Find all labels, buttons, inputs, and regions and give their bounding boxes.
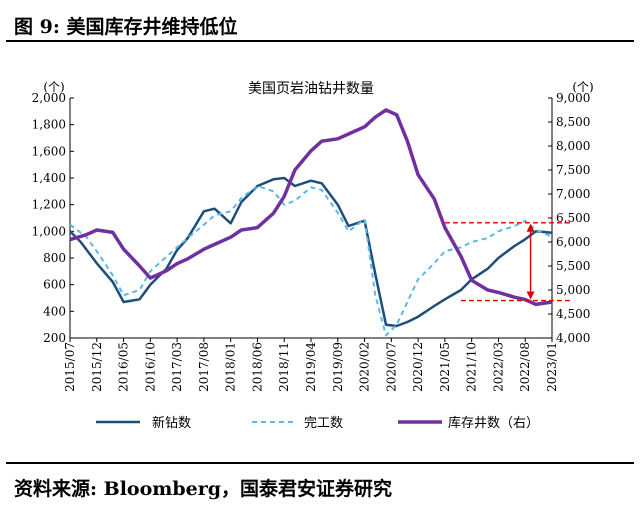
legend-label-2: 完工数 (304, 416, 343, 431)
y-left-tick-label: 1,600 (32, 144, 66, 158)
x-tick-label: 2017/03 (170, 342, 184, 392)
y-left-tick-label: 1,400 (32, 171, 66, 185)
y-right-tick-label: 7,000 (556, 187, 590, 201)
y-right-tick-label: 8,000 (556, 139, 590, 153)
y-right-unit-label: (个) (572, 80, 593, 94)
x-tick-label: 2022/08 (518, 342, 532, 392)
annotation-arrowhead-up (526, 223, 535, 232)
x-tick-label: 2016/10 (143, 342, 157, 392)
y-right-tick-label: 9,000 (556, 91, 590, 105)
y-left-tick-label: 200 (43, 331, 66, 345)
legend-label-1: 新钻数 (152, 415, 191, 431)
x-tick-label: 2021/05 (438, 342, 452, 392)
y-right-tick-label: 8,500 (556, 115, 590, 129)
x-tick-label: 2016/05 (117, 342, 131, 392)
x-tick-label: 2018/01 (224, 342, 238, 392)
figure-title: 图 9: 美国库存井维持低位 (14, 16, 238, 38)
x-tick-label: 2023/01 (545, 342, 559, 392)
series-line-3 (69, 108, 553, 307)
series-line-1 (69, 176, 553, 328)
x-tick-label: 2015/12 (90, 342, 104, 392)
series-line-2 (69, 185, 553, 337)
y-left-unit-label: (个) (43, 80, 64, 94)
chart-title: 美国页岩油钻井数量 (248, 81, 374, 97)
x-tick-label: 2020/07 (384, 342, 398, 392)
y-left-tick-label: 2,000 (32, 91, 66, 105)
y-left-tick-label: 1,800 (32, 118, 66, 132)
x-tick-label: 2017/08 (197, 342, 211, 392)
x-tick-label: 2020/02 (358, 342, 372, 392)
x-tick-label: 2018/11 (277, 342, 291, 392)
x-tick-label: 2019/09 (331, 342, 345, 392)
x-tick-label: 2018/06 (250, 342, 264, 392)
x-tick-label: 2022/03 (491, 342, 505, 392)
y-left-tick-label: 1,200 (32, 198, 66, 212)
y-right-tick-label: 7,500 (556, 163, 590, 177)
x-tick-label: 2020/12 (411, 342, 425, 392)
y-right-tick-label: 4,000 (556, 331, 590, 345)
footer-rule (6, 462, 634, 464)
header-rule (6, 40, 634, 42)
y-left-tick-label: 600 (43, 278, 66, 292)
y-left-tick-label: 1,000 (32, 224, 66, 238)
x-tick-label: 2019/04 (304, 342, 318, 392)
y-left-tick-label: 800 (43, 251, 66, 265)
figure-footer: 资料来源: Bloomberg，国泰君安证券研究 (6, 462, 634, 502)
legend-label-3: 库存井数（右） (448, 415, 539, 431)
source-note: 资料来源: Bloomberg，国泰君安证券研究 (14, 478, 393, 500)
x-tick-label: 2021/10 (465, 342, 479, 392)
x-tick-label: 2015/07 (63, 342, 77, 392)
annotation-arrowhead-down (526, 291, 535, 300)
figure-header: 图 9: 美国库存井维持低位 (6, 6, 634, 42)
y-right-tick-label: 4,500 (556, 307, 590, 321)
y-right-tick-label: 6,000 (556, 235, 590, 249)
y-right-tick-label: 6,500 (556, 211, 590, 225)
y-right-tick-label: 5,500 (556, 259, 590, 273)
y-right-tick-label: 5,000 (556, 283, 590, 297)
y-left-tick-label: 400 (43, 304, 66, 318)
